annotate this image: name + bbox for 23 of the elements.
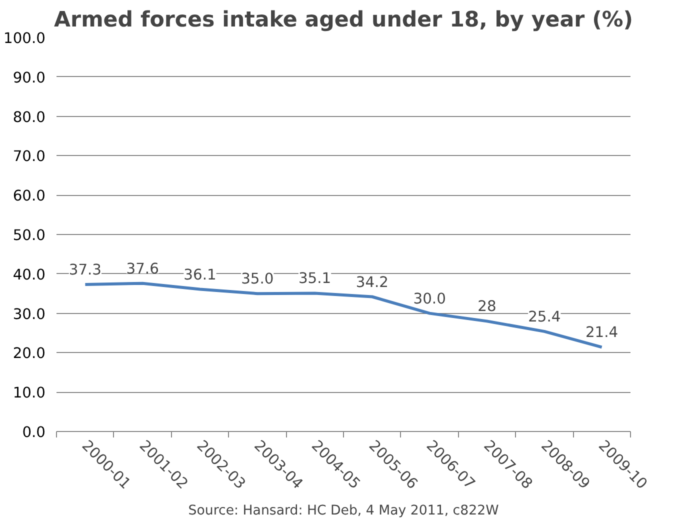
source-note: Source: Hansard: HC Deb, 4 May 2011, c822W: [188, 504, 499, 518]
y-tick-label: 50.0: [12, 227, 46, 244]
data-label: 37.6: [126, 260, 159, 278]
data-label: 37.3: [68, 262, 102, 279]
y-tick-label: 100.0: [4, 30, 46, 47]
data-label: 21.4: [585, 324, 618, 342]
y-tick-label: 70.0: [12, 148, 46, 166]
chart-title: Armed forces intake aged under 18, by year (%): [54, 8, 633, 32]
data-label: 35.1: [298, 270, 332, 288]
y-tick-label: 60.0: [12, 188, 46, 205]
y-tick-label: 80.0: [12, 108, 46, 126]
data-label: 30.0: [413, 290, 446, 308]
data-label: 36.1: [184, 266, 216, 284]
y-tick-label: 20.0: [12, 345, 46, 362]
y-tick-label: 40.0: [12, 266, 46, 284]
data-label: 35.0: [241, 270, 274, 288]
y-tick-label: 0.0: [22, 424, 46, 441]
data-label: 34.2: [356, 274, 389, 291]
data-label: 25.4: [528, 308, 561, 326]
y-tick-label: 30.0: [12, 306, 46, 323]
data-label: 28: [478, 298, 496, 316]
y-tick-label: 90.0: [12, 69, 46, 86]
y-tick-label: 10.0: [12, 384, 46, 402]
